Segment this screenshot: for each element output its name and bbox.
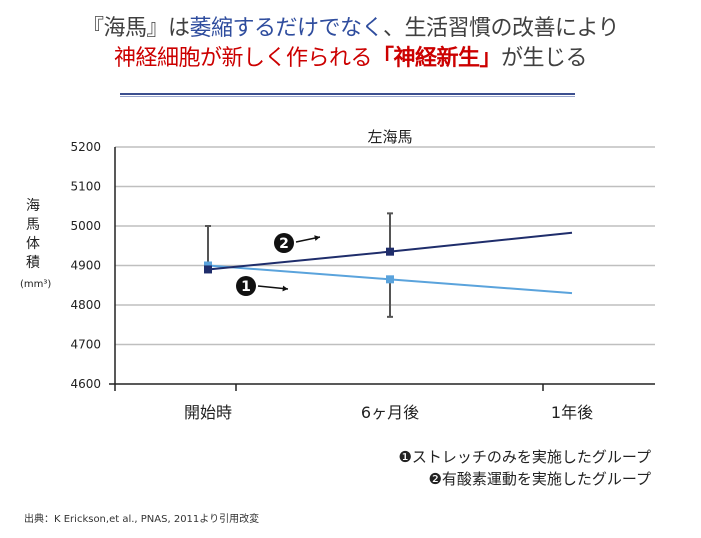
y-axis-char: 体 [26,236,40,252]
x-tick-label: 1年後 [551,403,593,422]
callout-stretch-badge [236,276,256,296]
legend-marker: ❷ [428,470,442,488]
callout-stretch-number: 1 [241,279,251,295]
headline-line-1: 『海馬』は萎縮するだけでなく、生活習慣の改善により [0,10,701,42]
x-tick-label: 6ヶ月後 [361,403,419,422]
y-tick-label: 4600 [70,377,101,391]
title-separator [120,93,575,97]
y-tick-label: 5200 [70,140,101,154]
headline-text-2b: が生じる [501,46,588,71]
y-axis-char: 積 [26,255,40,271]
headline-text-1a: 『海馬』は [81,16,190,41]
headline-text-1b: 、生活習慣の改善により [382,16,620,41]
data-point-aerobic [386,247,394,256]
headline-highlight: 萎縮するだけでなく [189,16,383,41]
y-axis-char: 海 [26,198,40,214]
legend: ❶ストレッチのみを実施したグループ ❷有酸素運動を実施したグループ [398,446,651,490]
y-tick-label: 5000 [70,219,101,233]
y-tick-label: 4700 [70,338,101,352]
y-axis-label: 海 馬 体 積 (mm³) [20,197,52,294]
callout-aerobic-number: 2 [279,236,289,252]
legend-text: ストレッチのみを実施したグループ [411,448,651,466]
legend-item-aerobic: ❷有酸素運動を実施したグループ [398,468,651,490]
headline-line-2: 神経細胞が新しく作られる「神経新生」が生じる [0,40,701,72]
y-tick-label: 5100 [70,180,101,194]
legend-marker: ❶ [398,448,412,466]
y-axis-char: 馬 [26,217,40,233]
y-tick-label: 4800 [70,298,101,312]
source-citation: 出典：K Erickson,et al., PNAS, 2011より引用改変 [24,514,260,525]
data-point-stretch [386,275,394,284]
legend-item-stretch: ❶ストレッチのみを実施したグループ [398,446,651,468]
data-point-aerobic [204,265,212,274]
callout-aerobic-arrowhead [314,235,320,241]
y-axis-unit: (mm³) [20,279,52,290]
x-tick-label: 開始時 [184,403,232,422]
callout-stretch-arrowhead [282,285,288,292]
y-tick-label: 4900 [70,259,101,273]
chart-title: 左海馬 [367,128,412,146]
legend-text: 有酸素運動を実施したグループ [441,470,651,488]
headline-text-2a: 神経細胞が新しく作られる [113,46,373,71]
headline-emphasis: 「神経新生」 [371,46,502,71]
callout-aerobic-badge [274,233,294,253]
